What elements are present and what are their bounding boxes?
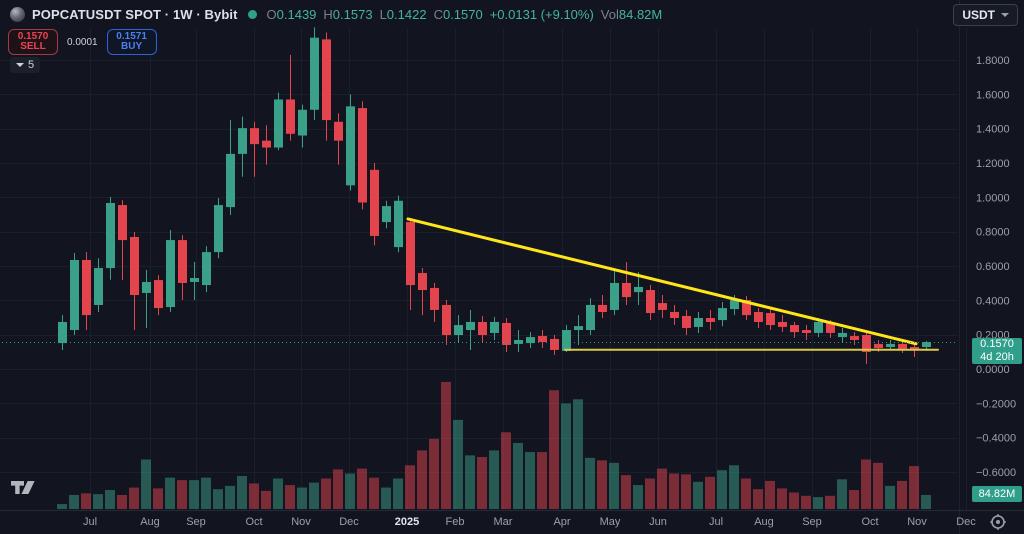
svg-text:Dec: Dec xyxy=(956,516,976,528)
bar-countdown: 4d 20h xyxy=(980,351,1014,363)
buy-price: 0.1571 xyxy=(116,31,147,42)
svg-text:0.4000: 0.4000 xyxy=(976,295,1010,307)
last-price-badge: 0.1570 4d 20h xyxy=(972,338,1022,364)
svg-text:1.0000: 1.0000 xyxy=(976,192,1010,204)
svg-text:Mar: Mar xyxy=(494,516,513,528)
svg-text:Jul: Jul xyxy=(709,516,723,528)
svg-text:Dec: Dec xyxy=(339,516,359,528)
trendlines-layer xyxy=(406,217,939,351)
ohlc-high: H0.1573 xyxy=(323,6,373,22)
currency-selector-button[interactable]: USDT xyxy=(953,4,1018,26)
svg-text:0.6000: 0.6000 xyxy=(976,261,1010,273)
candles-layer xyxy=(58,27,931,364)
volume-badge: 84.82M xyxy=(972,486,1022,502)
volume-layer xyxy=(57,381,931,509)
svg-text:0.8000: 0.8000 xyxy=(976,227,1010,239)
symbol-logo-icon xyxy=(10,6,25,22)
svg-text:1.4000: 1.4000 xyxy=(976,124,1010,136)
symbol-title[interactable]: POPCATUSDT SPOT · 1W · Bybit xyxy=(32,6,238,22)
volume-readout: Vol84.82M xyxy=(600,6,663,22)
svg-text:Oct: Oct xyxy=(861,516,878,528)
ohlc-low: L0.1422 xyxy=(379,6,427,22)
interval-selector[interactable]: 5 xyxy=(10,57,41,73)
market-status-icon xyxy=(247,9,257,19)
svg-text:Feb: Feb xyxy=(446,516,465,528)
currency-label: USDT xyxy=(962,8,995,22)
svg-text:1.2000: 1.2000 xyxy=(976,158,1010,170)
chart-legend: POPCATUSDT SPOT · 1W · Bybit O0.1439 H0.… xyxy=(0,0,1024,28)
svg-text:0.0000: 0.0000 xyxy=(976,364,1010,376)
svg-text:Jul: Jul xyxy=(83,516,97,528)
svg-text:−0.6000: −0.6000 xyxy=(976,467,1016,479)
svg-text:−0.2000: −0.2000 xyxy=(976,398,1016,410)
svg-text:−0.4000: −0.4000 xyxy=(976,433,1016,445)
ohlc-close: C0.1570 xyxy=(433,6,483,22)
svg-text:Nov: Nov xyxy=(291,516,311,528)
svg-text:Sep: Sep xyxy=(186,516,206,528)
time-axis[interactable]: Jul Aug Sep Oct Nov Dec 2025 Feb Mar Apr May Jun Jul… xyxy=(83,516,976,528)
sell-price: 0.1570 xyxy=(17,31,49,42)
svg-text:2025: 2025 xyxy=(395,516,419,528)
ohlc-open: O0.1439 xyxy=(266,6,317,22)
chevron-down-icon xyxy=(1001,13,1009,17)
sell-button[interactable]: 0.1570 SELL xyxy=(8,29,58,55)
spread-value: 0.0001 xyxy=(67,36,98,48)
svg-text:Aug: Aug xyxy=(140,516,160,528)
last-price-value: 0.1570 xyxy=(980,338,1014,350)
svg-text:1.8000: 1.8000 xyxy=(976,55,1010,67)
svg-text:Oct: Oct xyxy=(245,516,262,528)
trade-panel: 0.1570 SELL 0.0001 0.1571 BUY xyxy=(8,29,157,55)
svg-text:Nov: Nov xyxy=(907,516,927,528)
price-change: +0.0131 (+9.10%) xyxy=(489,6,594,22)
sell-label: SELL xyxy=(20,41,46,52)
buy-button[interactable]: 0.1571 BUY xyxy=(106,29,157,55)
svg-text:Aug: Aug xyxy=(754,516,774,528)
tradingview-logo[interactable] xyxy=(10,480,36,500)
svg-text:1.6000: 1.6000 xyxy=(976,89,1010,101)
svg-text:May: May xyxy=(600,516,621,528)
chevron-down-icon xyxy=(16,63,24,67)
svg-text:Sep: Sep xyxy=(802,516,822,528)
buy-label: BUY xyxy=(121,41,143,52)
settings-gear-icon[interactable] xyxy=(988,512,1008,532)
descending-resistance xyxy=(406,217,918,346)
svg-text:Apr: Apr xyxy=(553,516,570,528)
grid-layer xyxy=(0,28,967,510)
svg-text:Jun: Jun xyxy=(649,516,667,528)
interval-value: 5 xyxy=(28,59,35,71)
price-axis[interactable]: 1.8000 1.6000 1.4000 1.2000 1.0000 0.8000 0.60… xyxy=(976,55,1016,479)
